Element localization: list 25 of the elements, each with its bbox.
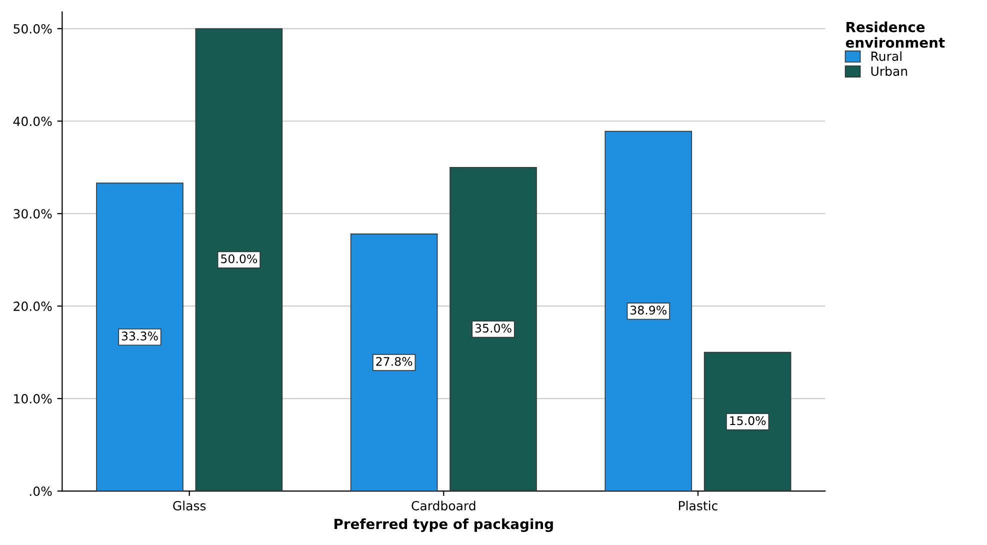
y-tick-label: 20.0% bbox=[14, 302, 52, 312]
y-tick-label: 50.0% bbox=[14, 24, 52, 34]
y-tick-label: 40.0% bbox=[13, 116, 52, 126]
bar bbox=[704, 352, 792, 492]
bar bbox=[604, 130, 692, 492]
x-tick-label: Glass bbox=[173, 500, 206, 510]
data-label: 27.8% bbox=[376, 356, 412, 366]
data-label: 15.0% bbox=[730, 416, 766, 426]
data-label: 35.0% bbox=[475, 324, 512, 333]
bar bbox=[96, 182, 184, 492]
x-tick-label: Plastic bbox=[678, 500, 718, 510]
legend-label: Rural bbox=[871, 51, 902, 61]
y-tick-label: 30.0% bbox=[14, 209, 52, 219]
legend-title: Residence environment bbox=[846, 22, 945, 48]
bar bbox=[350, 234, 438, 492]
x-axis-title: Preferred type of packaging bbox=[334, 518, 553, 532]
data-label: 33.3% bbox=[122, 332, 158, 340]
bar bbox=[195, 28, 283, 492]
y-tick-label: 10.0% bbox=[14, 394, 52, 404]
bar bbox=[450, 166, 537, 492]
y-tick-label: .0% bbox=[30, 486, 52, 496]
x-tick-label: Cardboard bbox=[412, 500, 476, 510]
legend-label: Urban bbox=[871, 66, 908, 76]
data-label: 38.9% bbox=[630, 306, 666, 315]
data-label: 50.0% bbox=[221, 254, 258, 264]
